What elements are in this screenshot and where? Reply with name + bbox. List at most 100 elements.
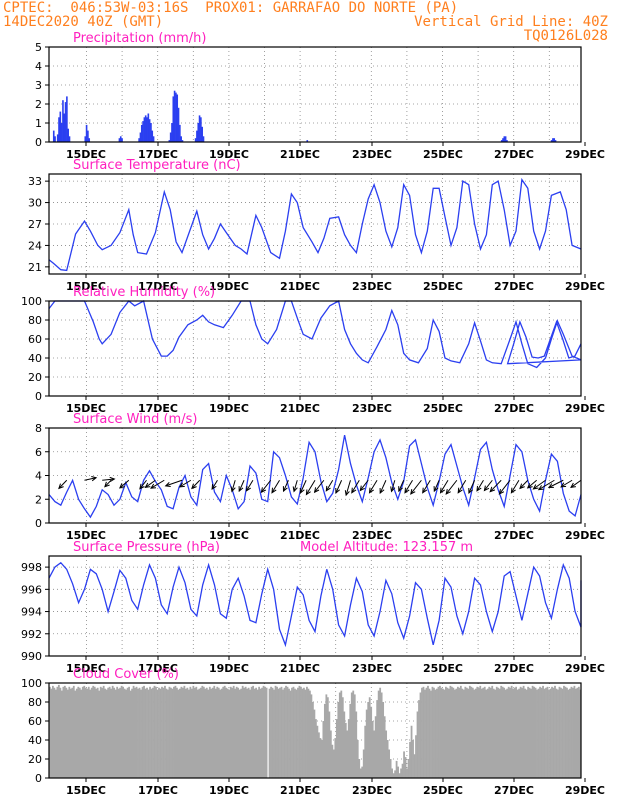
data-bar: [530, 688, 532, 778]
data-bar: [122, 686, 125, 778]
data-bar: [458, 687, 461, 778]
data-bar: [507, 686, 510, 778]
data-bar: [153, 685, 156, 778]
x-tick-label: 25DEC: [423, 280, 463, 293]
data-bar: [62, 100, 64, 142]
data-bar: [180, 136, 182, 142]
data-bar: [524, 688, 527, 778]
data-bar: [219, 689, 222, 778]
wind-arrow-head: [91, 476, 98, 482]
data-bar: [120, 685, 123, 778]
data-bar: [200, 117, 202, 142]
data-bar: [176, 687, 178, 778]
data-bar: [385, 730, 388, 778]
y-tick-label: 5: [35, 41, 42, 54]
data-bar: [433, 687, 435, 778]
data-bar: [537, 688, 540, 778]
data-bar: [479, 685, 482, 778]
data-bar: [400, 768, 402, 778]
data-bar: [289, 690, 292, 778]
data-bar: [394, 770, 396, 778]
wind-arrow-head: [476, 485, 482, 492]
data-bar: [439, 685, 441, 778]
x-tick-label: 29DEC: [565, 784, 605, 797]
x-tick-label: 19DEC: [209, 784, 249, 797]
data-bar: [513, 687, 516, 778]
data-bar: [382, 702, 385, 778]
data-bar: [515, 686, 518, 778]
data-bar: [167, 689, 169, 778]
data-bar: [504, 689, 507, 778]
wind-arrow: [468, 480, 476, 494]
data-bar: [421, 687, 423, 778]
data-bar: [68, 686, 71, 778]
wind-arrow-head: [335, 487, 341, 495]
data-bar: [223, 685, 226, 778]
data-bar: [516, 689, 519, 778]
data-bar: [353, 694, 356, 778]
data-bar: [427, 685, 429, 778]
data-bar: [485, 689, 488, 778]
x-tick-label: 21DEC: [280, 148, 320, 161]
data-bar: [171, 123, 173, 142]
x-tick-label: 19DEC: [209, 402, 249, 415]
data-bar: [403, 751, 405, 778]
data-bar: [92, 685, 95, 778]
plot-frame: [48, 555, 582, 657]
data-bar: [71, 687, 74, 778]
data-bar: [63, 685, 66, 778]
data-bar: [187, 689, 190, 778]
panel-title: Surface Wind (m/s): [73, 412, 197, 427]
x-tick-label: 21DEC: [280, 784, 320, 797]
data-bar: [164, 685, 166, 778]
data-bar: [331, 744, 334, 778]
data-bar: [184, 688, 187, 778]
plot-frame: [48, 427, 582, 524]
x-tick-label: 19DEC: [209, 148, 249, 161]
wind-arrow: [238, 480, 245, 492]
data-bar: [148, 119, 151, 142]
data-bar: [202, 136, 205, 142]
data-bar: [101, 687, 104, 778]
wind-arrow-head: [560, 482, 567, 488]
data-bar: [195, 686, 198, 778]
data-bar: [270, 686, 272, 778]
x-tick-label: 17DEC: [138, 529, 178, 542]
data-bar: [301, 688, 304, 778]
data-bar: [174, 685, 177, 778]
y-tick-label: 20: [28, 753, 42, 766]
x-tick-label: 15DEC: [66, 784, 106, 797]
data-bar: [534, 687, 537, 778]
data-bar: [291, 687, 293, 778]
data-bar: [119, 687, 122, 778]
data-bar: [494, 689, 497, 778]
data-bar: [440, 687, 443, 778]
wind-arrow-head: [410, 489, 416, 495]
y-tick-label: 998: [21, 561, 42, 574]
data-bar: [575, 688, 577, 778]
wind-arrow: [527, 479, 537, 489]
data-bar: [422, 686, 425, 778]
header-datetime: 14DEC2020 40Z (GMT): [3, 14, 164, 30]
wind-arrow: [246, 479, 254, 492]
y-tick-label: 1: [35, 117, 42, 130]
data-bar: [456, 686, 459, 778]
wind-arrow: [345, 480, 351, 496]
data-bar: [491, 685, 494, 778]
wind-arrow: [335, 480, 343, 494]
data-bar: [503, 687, 506, 778]
data-bar: [146, 687, 148, 778]
x-tick-label: 15DEC: [66, 529, 106, 542]
data-bar: [502, 138, 504, 142]
data-bar: [250, 686, 253, 778]
wind-arrow-head: [109, 476, 116, 483]
wind-arrow-head: [439, 487, 445, 494]
wind-arrow: [440, 479, 449, 493]
data-bar: [58, 117, 60, 142]
wind-arrow: [404, 479, 413, 493]
y-tick-label: 100: [21, 677, 42, 690]
data-bar: [395, 760, 398, 778]
wind-arrow: [260, 479, 272, 493]
data-bar: [210, 688, 213, 778]
data-bar: [183, 685, 186, 778]
